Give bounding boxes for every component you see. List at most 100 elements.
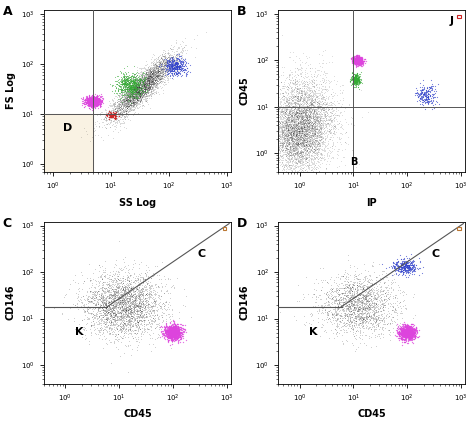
Point bbox=[298, 121, 306, 128]
Point bbox=[408, 336, 415, 343]
Point bbox=[404, 323, 411, 330]
Point bbox=[371, 295, 378, 301]
Point bbox=[118, 297, 125, 303]
Point bbox=[353, 308, 360, 314]
Point bbox=[122, 310, 129, 317]
Point bbox=[373, 290, 381, 297]
Point bbox=[116, 298, 124, 305]
Point bbox=[167, 330, 175, 337]
Point bbox=[85, 94, 93, 101]
Point bbox=[422, 93, 429, 100]
Point bbox=[144, 79, 151, 85]
Point bbox=[316, 130, 324, 137]
Point bbox=[353, 60, 361, 66]
Point bbox=[295, 135, 302, 142]
Point bbox=[331, 124, 338, 131]
Point bbox=[104, 299, 112, 306]
Point bbox=[345, 317, 352, 324]
Point bbox=[170, 64, 177, 71]
Point bbox=[402, 332, 410, 339]
Point bbox=[281, 122, 289, 128]
Point bbox=[284, 127, 292, 133]
Point bbox=[281, 138, 288, 145]
Point bbox=[354, 302, 361, 309]
Point bbox=[136, 291, 144, 298]
Point bbox=[140, 273, 147, 280]
Point bbox=[107, 301, 114, 308]
Point bbox=[355, 78, 363, 85]
Point bbox=[293, 141, 301, 148]
Point bbox=[337, 324, 345, 331]
Point bbox=[91, 99, 98, 105]
Point bbox=[322, 86, 329, 93]
Point bbox=[401, 266, 409, 273]
Point bbox=[349, 279, 357, 286]
Point bbox=[133, 314, 141, 321]
Point bbox=[315, 151, 322, 158]
Point bbox=[137, 303, 144, 309]
Point bbox=[112, 113, 120, 119]
Point bbox=[164, 276, 172, 283]
Point bbox=[150, 309, 157, 316]
Point bbox=[91, 99, 98, 106]
Point bbox=[167, 67, 175, 74]
Point bbox=[72, 279, 79, 286]
Point bbox=[293, 103, 301, 110]
Point bbox=[128, 304, 135, 311]
Point bbox=[350, 304, 358, 311]
Point bbox=[168, 60, 176, 67]
Point bbox=[296, 129, 304, 136]
Point bbox=[349, 330, 356, 337]
Point bbox=[281, 101, 288, 108]
Point bbox=[119, 272, 127, 279]
Point bbox=[369, 304, 376, 311]
Point bbox=[129, 304, 137, 311]
Point bbox=[323, 87, 331, 94]
Point bbox=[149, 79, 156, 86]
Point bbox=[153, 77, 160, 84]
Point bbox=[87, 298, 94, 304]
Point bbox=[291, 127, 298, 133]
Point bbox=[415, 271, 423, 278]
Point bbox=[128, 307, 135, 314]
Point bbox=[311, 142, 319, 148]
Point bbox=[399, 333, 406, 340]
Point bbox=[172, 329, 180, 336]
Point bbox=[303, 98, 311, 105]
Point bbox=[292, 125, 300, 132]
Point bbox=[178, 68, 186, 75]
Point bbox=[167, 327, 174, 334]
Point bbox=[282, 122, 289, 128]
Point bbox=[423, 85, 431, 92]
Point bbox=[313, 154, 320, 161]
Point bbox=[171, 327, 179, 334]
Point bbox=[108, 283, 115, 290]
Point bbox=[285, 157, 292, 164]
Point bbox=[336, 312, 344, 319]
Point bbox=[155, 62, 162, 69]
Point bbox=[172, 62, 179, 68]
Point bbox=[297, 129, 305, 136]
Point bbox=[180, 44, 187, 51]
Point bbox=[133, 72, 141, 79]
Point bbox=[157, 66, 164, 73]
Point bbox=[280, 81, 288, 88]
Point bbox=[312, 111, 319, 118]
Point bbox=[368, 321, 376, 328]
Point bbox=[284, 132, 292, 139]
Point bbox=[360, 292, 368, 298]
Point bbox=[128, 103, 135, 110]
Point bbox=[404, 334, 411, 340]
Point bbox=[139, 280, 146, 286]
Point bbox=[114, 297, 121, 304]
Point bbox=[303, 142, 310, 149]
Point bbox=[74, 292, 82, 299]
Point bbox=[119, 107, 127, 113]
Point bbox=[171, 334, 178, 341]
Point bbox=[353, 55, 361, 62]
Point bbox=[302, 104, 310, 111]
Point bbox=[376, 274, 384, 281]
Point bbox=[326, 114, 333, 121]
Point bbox=[355, 55, 362, 62]
Point bbox=[339, 306, 347, 313]
